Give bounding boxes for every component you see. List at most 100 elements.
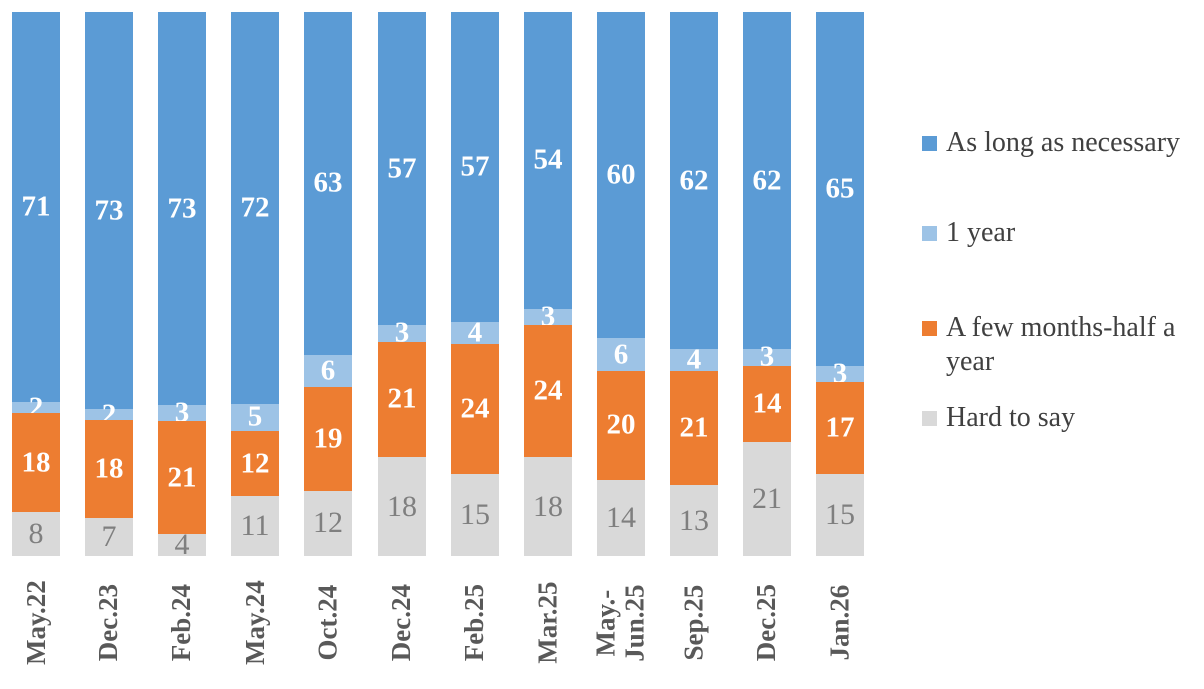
bar-segment-as-long-as-necessary: 57	[451, 12, 499, 323]
bar-segment-hard-to-say: 15	[451, 474, 499, 556]
bar-segment-as-long-as-necessary: 57	[378, 12, 426, 326]
bar-value-label: 72	[240, 191, 270, 224]
x-axis-label-cell: Jan.26	[786, 560, 894, 686]
bar-segment-hard-to-say: 4	[158, 530, 206, 560]
bar-segment-as-long-as-necessary: 73	[85, 12, 133, 410]
x-axis-label: Sep.25	[678, 585, 709, 661]
legend-label: Hard to say	[946, 402, 1076, 433]
bar-segment-hard-to-say: 18	[378, 457, 426, 556]
bar-value-label: 14	[752, 387, 782, 420]
bar-value-label: 13	[679, 503, 709, 537]
bar-segment-1-year: 6	[304, 354, 352, 388]
bar-segment-1-year: 3	[378, 318, 426, 347]
bar-value-label: 15	[825, 498, 855, 532]
bar-value-label: 21	[679, 411, 709, 444]
legend-swatch-icon	[922, 411, 937, 426]
bar-segment-1-year: 2	[12, 393, 60, 422]
bar-value-label: 54	[533, 143, 563, 176]
bar-segment-a-few-months-half-a-year: 24	[451, 343, 499, 475]
bar-value-label: 21	[387, 382, 417, 415]
x-axis-label: Dec.25	[751, 584, 782, 662]
bar-value-label: 18	[94, 452, 124, 485]
bar-value-label: 6	[320, 354, 336, 387]
bar-segment-hard-to-say: 7	[85, 517, 133, 556]
bar-value-label: 63	[313, 166, 343, 199]
bar-segment-a-few-months-half-a-year: 18	[85, 420, 133, 518]
bar-segment-as-long-as-necessary: 72	[231, 12, 279, 404]
bar-segment-hard-to-say: 18	[524, 457, 572, 556]
x-axis-label: Jan.26	[824, 585, 855, 661]
bar-column-oct-24: 63 6 19 12	[304, 12, 352, 556]
bar-value-label: 5	[247, 400, 263, 433]
bar-segment-a-few-months-half-a-year: 12	[231, 430, 279, 497]
bar-segment-1-year: 3	[816, 359, 864, 388]
bar-column-may-22: 71 2 18 8	[12, 12, 60, 556]
legend-swatch-icon	[922, 226, 937, 241]
bar-segment-as-long-as-necessary: 54	[524, 12, 572, 309]
legend-swatch-icon	[922, 321, 937, 336]
bar-segment-a-few-months-half-a-year: 21	[158, 421, 206, 535]
bar-segment-as-long-as-necessary: 60	[597, 12, 645, 339]
legend-item-a-few-months-half-a-year: A few months-half a year	[922, 311, 1198, 379]
bar-column-sep-25: 62 4 21 13	[670, 12, 718, 556]
bar-segment-as-long-as-necessary: 71	[12, 12, 60, 403]
legend-label: As long as necessary	[946, 127, 1181, 158]
bar-column-dec-25: 62 3 14 21	[743, 12, 791, 556]
bar-value-label: 24	[533, 374, 563, 407]
legend-label: A few months-half a year	[946, 312, 1176, 378]
bar-segment-a-few-months-half-a-year: 14	[743, 365, 791, 442]
bar-value-label: 24	[460, 392, 490, 425]
bar-segment-as-long-as-necessary: 73	[158, 12, 206, 406]
bar-segment-hard-to-say: 11	[231, 496, 279, 556]
x-axis-label: May.22	[20, 580, 51, 666]
bar-value-label: 57	[460, 150, 490, 183]
bar-segment-a-few-months-half-a-year: 17	[816, 381, 864, 475]
bar-segment-1-year: 3	[743, 342, 791, 371]
bar-segment-1-year: 4	[451, 318, 499, 347]
bar-column-dec-24: 57 3 21 18	[378, 12, 426, 556]
bar-value-label: 20	[606, 408, 636, 441]
legend-item-hard-to-say: Hard to say	[922, 401, 1198, 435]
bar-segment-hard-to-say: 13	[670, 485, 718, 556]
bar-value-label: 12	[313, 506, 343, 540]
x-axis-label: Feb.25	[459, 584, 490, 662]
bar-segment-1-year: 6	[597, 338, 645, 372]
bar-segment-as-long-as-necessary: 63	[304, 12, 352, 355]
bar-segment-as-long-as-necessary: 62	[743, 12, 791, 350]
legend-item-1-year: 1 year	[922, 216, 1198, 250]
bar-value-label: 21	[752, 481, 782, 515]
bar-column-may-24: 72 5 12 11	[231, 12, 279, 556]
bar-segment-a-few-months-half-a-year: 20	[597, 371, 645, 480]
bar-column-feb-25: 57 4 24 15	[451, 12, 499, 556]
x-axis-label: Dec.23	[93, 584, 124, 662]
bar-value-label: 18	[533, 489, 563, 523]
bar-value-label: 73	[167, 192, 197, 225]
bar-value-label: 21	[167, 461, 197, 494]
bar-value-label: 71	[21, 190, 51, 223]
bar-value-label: 62	[752, 164, 782, 197]
legend-item-as-long-as-necessary: As long as necessary	[922, 126, 1198, 160]
bar-value-label: 17	[825, 411, 855, 444]
bar-value-label: 19	[313, 422, 343, 455]
bar-value-label: 14	[606, 500, 636, 534]
bar-value-label: 60	[606, 158, 636, 191]
bar-segment-1-year: 5	[231, 400, 279, 433]
legend: As long as necessary 1 year A few months-h…	[922, 0, 1204, 689]
bar-segment-a-few-months-half-a-year: 21	[670, 371, 718, 486]
bar-segment-hard-to-say: 15	[816, 474, 864, 556]
bar-segment-1-year: 2	[85, 400, 133, 429]
bar-value-label: 8	[28, 517, 44, 551]
legend-label: 1 year	[946, 217, 1016, 248]
bar-segment-1-year: 3	[524, 302, 572, 331]
bar-segment-1-year: 4	[670, 345, 718, 374]
bar-segment-as-long-as-necessary: 62	[670, 12, 718, 350]
x-axis-label: May.24	[239, 580, 270, 666]
bar-segment-a-few-months-half-a-year: 24	[524, 325, 572, 458]
x-axis-label: Dec.24	[386, 584, 417, 662]
bar-value-label: 6	[613, 338, 629, 371]
bar-segment-hard-to-say: 8	[12, 512, 60, 556]
bar-value-label: 4	[174, 528, 190, 562]
bar-value-label: 12	[240, 447, 270, 480]
bar-value-label: 73	[94, 194, 124, 227]
